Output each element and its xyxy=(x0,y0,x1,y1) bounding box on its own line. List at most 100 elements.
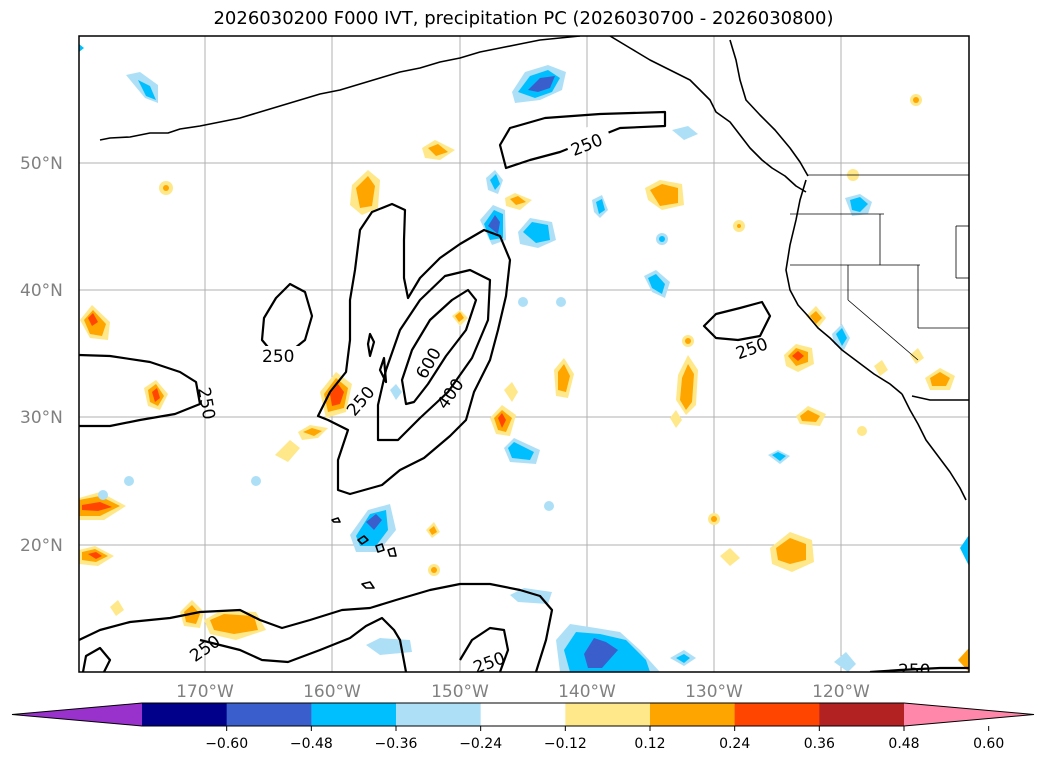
precip-negative-area xyxy=(596,199,605,214)
ivt-contour-250 xyxy=(199,616,408,672)
precip-positive-area xyxy=(356,176,375,208)
ivt-contour-250 xyxy=(702,300,772,342)
colorbar-tick-label: −0.48 xyxy=(290,736,333,752)
precip-negative-area xyxy=(490,174,500,190)
ivt-contour-250 xyxy=(79,353,202,428)
colorbar-segment xyxy=(226,703,312,726)
precip-positive-area xyxy=(504,382,518,402)
precip-positive-area xyxy=(88,313,98,326)
precip-positive-area xyxy=(720,548,740,566)
lat-label-20: 20°N xyxy=(20,536,63,556)
hawaii-3 xyxy=(387,547,397,557)
colorbar-extend-low xyxy=(12,703,142,726)
precip-positive-area xyxy=(558,364,570,392)
precip-positive-area xyxy=(910,348,924,364)
map-frame-bg xyxy=(79,36,969,672)
lon-label-150: 150°W xyxy=(431,682,489,702)
colorbar-segment xyxy=(734,703,820,726)
precip-negative-area xyxy=(138,80,156,100)
lon-label-140: 140°W xyxy=(558,682,616,702)
precip-positive-area xyxy=(498,413,506,428)
bc-coast xyxy=(729,39,809,177)
precip-positive-area xyxy=(874,360,888,376)
lat-label-40: 40°N xyxy=(20,281,63,301)
colorbar-outline xyxy=(11,702,1035,727)
island xyxy=(361,581,375,589)
precip-positive-area xyxy=(776,538,806,564)
precip-positive-area xyxy=(510,196,526,205)
precip-positive-area xyxy=(650,184,678,206)
precip-negative-area xyxy=(960,535,969,566)
colorbar-tick-label: 0.24 xyxy=(719,736,750,752)
colorbar-tick-label: −0.12 xyxy=(544,736,587,752)
colorbar-tick-label: 0.36 xyxy=(804,736,835,752)
chart-title: 2026030200 F000 IVT, precipitation PC (2… xyxy=(213,8,834,29)
precip-negative-area xyxy=(672,126,698,140)
colorbar-extend-high xyxy=(904,703,1034,726)
ivt-contour-250 xyxy=(81,646,112,672)
precip-positive-area xyxy=(429,526,437,535)
precip-positive-area xyxy=(303,428,322,436)
colorbar-segment xyxy=(650,703,736,726)
precip-positive-area xyxy=(455,312,464,322)
precip-positive-area xyxy=(670,410,682,428)
ivt-contour-250 xyxy=(79,582,554,672)
island xyxy=(331,517,341,523)
lon-label-120: 120°W xyxy=(812,682,870,702)
precip-negative-area xyxy=(850,197,868,212)
precip-positive-area xyxy=(163,185,169,191)
precip-negative-area xyxy=(518,297,528,307)
colorbar-tick-label: −0.24 xyxy=(459,736,502,752)
precip-positive-area xyxy=(800,410,820,422)
lon-label-160: 160°W xyxy=(303,682,361,702)
precip-positive-area xyxy=(792,351,804,361)
precip-positive-area xyxy=(930,372,950,386)
precip-positive-area xyxy=(428,144,448,156)
ivt-contour-600 xyxy=(400,288,478,406)
colorbar-segment xyxy=(311,703,397,726)
precip-positive-area xyxy=(737,224,741,228)
ivt-contour-250 xyxy=(316,202,512,496)
precip-negative-area xyxy=(523,222,550,243)
precip-negative-area xyxy=(98,490,108,500)
ivt-contour-400 xyxy=(376,268,492,442)
contour-label-250-west: 250 xyxy=(262,347,294,367)
precip-negative-area xyxy=(834,652,856,672)
contour-label-250-se: 250 xyxy=(898,661,930,681)
precip-negative-area xyxy=(510,588,552,604)
precip-positive-area xyxy=(711,516,717,522)
precip-positive-area xyxy=(330,384,344,406)
colorbar-tick-label: 0.48 xyxy=(888,736,919,752)
colorbar-tick-label: 0.12 xyxy=(634,736,665,752)
precip-negative-area xyxy=(676,654,690,663)
colorbar-segment xyxy=(565,703,651,726)
precip-positive-area xyxy=(810,311,822,324)
precip-negative-area xyxy=(390,384,402,400)
map-frame xyxy=(78,35,970,673)
precip-negative-area xyxy=(79,44,84,52)
colorbar-segment xyxy=(480,703,566,726)
baja-coast xyxy=(901,393,967,501)
precip-positive-area xyxy=(110,600,124,616)
ivt-contour-250 xyxy=(459,626,510,672)
precip-negative-area xyxy=(556,297,566,307)
precip-positive-area xyxy=(958,648,969,672)
precip-negative-area xyxy=(488,215,500,234)
ivt-contour-250 xyxy=(869,666,969,672)
precip-positive-area xyxy=(88,552,102,559)
precip-positive-area xyxy=(913,97,919,103)
colorbar-segment xyxy=(396,703,482,726)
hawaii-2 xyxy=(375,543,385,553)
precip-negative-area xyxy=(124,476,134,486)
precip-positive-area xyxy=(152,388,160,402)
lat-label-30: 30°N xyxy=(20,408,63,428)
colorbar-tick-label: −0.60 xyxy=(205,736,248,752)
colorbar-segment xyxy=(142,703,228,726)
lon-label-130: 130°W xyxy=(685,682,743,702)
precip-negative-area xyxy=(508,442,534,460)
alaska-coast xyxy=(99,36,581,141)
lon-label-170: 170°W xyxy=(176,682,234,702)
precip-negative-area xyxy=(544,501,554,511)
precip-positive-area xyxy=(210,614,258,634)
